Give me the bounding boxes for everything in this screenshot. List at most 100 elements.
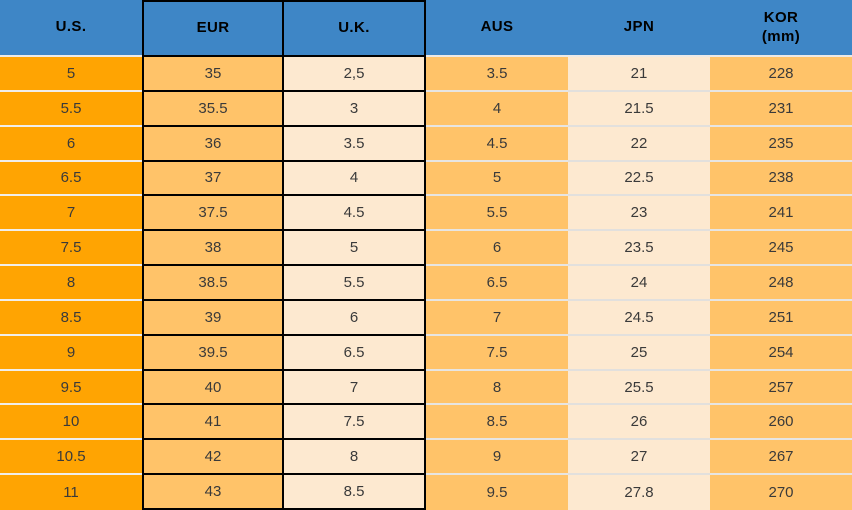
cell-kor: 231 (710, 91, 852, 127)
cell-kor: 228 (710, 57, 852, 92)
cell-aus: 5 (426, 161, 568, 197)
cell-jpn: 21 (568, 57, 710, 92)
column-header-jpn: JPN (568, 0, 710, 57)
cell-us: 7.5 (0, 231, 142, 267)
cell-eur: 38 (142, 231, 284, 267)
cell-us: 9.5 (0, 370, 142, 406)
cell-jpn: 24.5 (568, 300, 710, 336)
table-row: 11 43 8.5 9.5 27.8 270 (0, 475, 852, 510)
cell-jpn: 25.5 (568, 370, 710, 406)
table-row: 9 39.5 6.5 7.5 25 254 (0, 335, 852, 371)
cell-aus: 7.5 (426, 335, 568, 371)
cell-eur: 38.5 (142, 266, 284, 301)
cell-us: 6.5 (0, 161, 142, 197)
cell-us: 5.5 (0, 91, 142, 127)
cell-uk: 7 (284, 370, 426, 406)
cell-us: 8 (0, 266, 142, 301)
table-row: 8.5 39 6 7 24.5 251 (0, 300, 852, 336)
cell-uk: 3.5 (284, 126, 426, 162)
cell-aus: 8 (426, 370, 568, 406)
table-header: U.S. EUR U.K. AUS JPN KOR (mm) (0, 0, 852, 57)
cell-us: 8.5 (0, 300, 142, 336)
cell-jpn: 23.5 (568, 231, 710, 267)
cell-uk: 5 (284, 231, 426, 267)
cell-us: 7 (0, 196, 142, 232)
cell-kor: 245 (710, 231, 852, 267)
cell-jpn: 21.5 (568, 91, 710, 127)
cell-us: 6 (0, 126, 142, 162)
cell-jpn: 25 (568, 335, 710, 371)
cell-eur: 41 (142, 405, 284, 441)
cell-uk: 6 (284, 300, 426, 336)
cell-eur: 35 (142, 57, 284, 92)
cell-uk: 4 (284, 161, 426, 197)
cell-uk: 6.5 (284, 335, 426, 371)
cell-us: 5 (0, 57, 142, 92)
cell-aus: 6 (426, 231, 568, 267)
cell-aus: 3.5 (426, 57, 568, 92)
column-header-label: U.K. (338, 19, 370, 37)
column-header-uk: U.K. (284, 0, 426, 57)
table-row: 5.5 35.5 3 4 21.5 231 (0, 91, 852, 127)
cell-eur: 37.5 (142, 196, 284, 232)
table-row: 9.5 40 7 8 25.5 257 (0, 370, 852, 406)
cell-jpn: 23 (568, 196, 710, 232)
header-row: U.S. EUR U.K. AUS JPN KOR (mm) (0, 0, 852, 57)
cell-kor: 267 (710, 440, 852, 476)
column-header-sublabel: (mm) (761, 27, 801, 45)
cell-jpn: 22.5 (568, 161, 710, 197)
cell-uk: 2,5 (284, 57, 426, 92)
cell-uk: 8.5 (284, 475, 426, 510)
cell-aus: 5.5 (426, 196, 568, 232)
column-header-label: JPN (623, 18, 655, 36)
cell-kor: 251 (710, 300, 852, 336)
cell-kor: 257 (710, 370, 852, 406)
column-header-us: U.S. (0, 0, 142, 57)
cell-us: 9 (0, 335, 142, 371)
table-body: 5 35 2,5 3.5 21 228 5.5 35.5 3 4 21.5 231 6 36 3.5 4.5 2… (0, 57, 852, 510)
cell-us: 11 (0, 475, 142, 510)
cell-eur: 37 (142, 161, 284, 197)
cell-eur: 36 (142, 126, 284, 162)
table-row: 6.5 37 4 5 22.5 238 (0, 161, 852, 197)
table-row: 7.5 38 5 6 23.5 245 (0, 231, 852, 267)
column-header-label: AUS (480, 18, 514, 36)
cell-us: 10 (0, 405, 142, 441)
table-row: 8 38.5 5.5 6.5 24 248 (0, 266, 852, 301)
column-header-kor: KOR (mm) (710, 0, 852, 57)
cell-eur: 43 (142, 475, 284, 510)
cell-aus: 4.5 (426, 126, 568, 162)
cell-aus: 9.5 (426, 475, 568, 510)
table-row: 5 35 2,5 3.5 21 228 (0, 57, 852, 92)
table-row: 10.5 42 8 9 27 267 (0, 440, 852, 476)
cell-eur: 40 (142, 370, 284, 406)
cell-uk: 3 (284, 91, 426, 127)
table-row: 10 41 7.5 8.5 26 260 (0, 405, 852, 441)
column-header-eur: EUR (142, 0, 284, 57)
cell-kor: 241 (710, 196, 852, 232)
cell-uk: 7.5 (284, 405, 426, 441)
cell-aus: 4 (426, 91, 568, 127)
cell-uk: 5.5 (284, 266, 426, 301)
cell-kor: 260 (710, 405, 852, 441)
cell-kor: 235 (710, 126, 852, 162)
column-header-label: KOR (763, 8, 799, 26)
cell-aus: 6.5 (426, 266, 568, 301)
cell-eur: 39.5 (142, 335, 284, 371)
column-header-label: U.S. (55, 18, 87, 36)
cell-eur: 35.5 (142, 91, 284, 127)
cell-uk: 8 (284, 440, 426, 476)
table-row: 7 37.5 4.5 5.5 23 241 (0, 196, 852, 232)
cell-aus: 7 (426, 300, 568, 336)
cell-jpn: 22 (568, 126, 710, 162)
cell-eur: 39 (142, 300, 284, 336)
cell-aus: 9 (426, 440, 568, 476)
cell-aus: 8.5 (426, 405, 568, 441)
column-header-label: EUR (196, 19, 230, 37)
cell-kor: 254 (710, 335, 852, 371)
cell-uk: 4.5 (284, 196, 426, 232)
cell-jpn: 24 (568, 266, 710, 301)
cell-us: 10.5 (0, 440, 142, 476)
cell-jpn: 27.8 (568, 475, 710, 510)
cell-jpn: 26 (568, 405, 710, 441)
